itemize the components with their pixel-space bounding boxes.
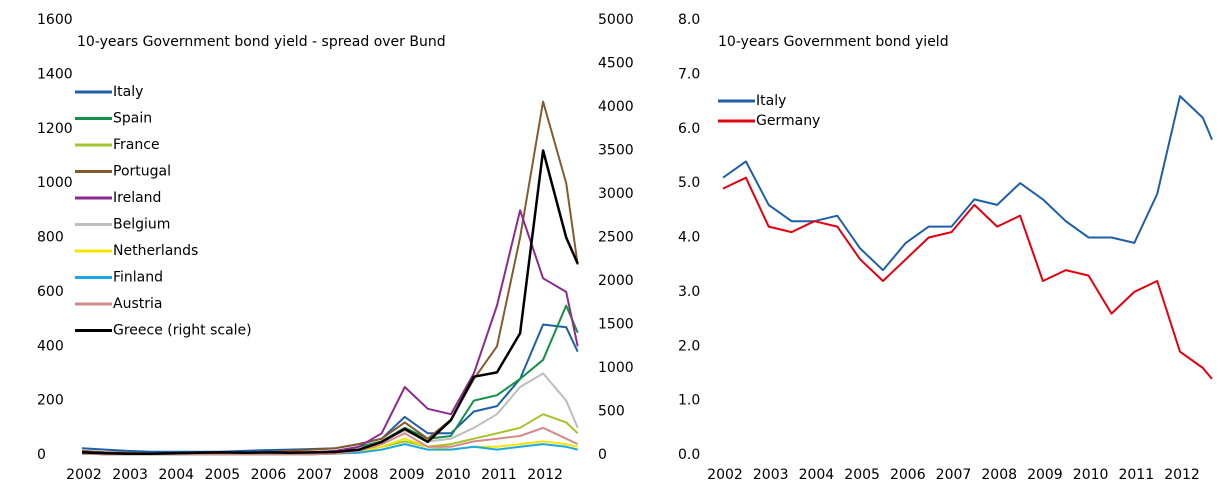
x-tick-label: 2005 bbox=[205, 467, 241, 483]
y-tick-label: 2.0 bbox=[678, 338, 700, 354]
legend-label: Belgium bbox=[113, 217, 170, 233]
x-tick-label: 2004 bbox=[158, 467, 194, 483]
x-tick-label: 2010 bbox=[435, 467, 471, 483]
y2-tick-label: 2500 bbox=[598, 230, 634, 246]
x-tick-label: 2009 bbox=[1027, 467, 1063, 483]
x-tick-label: 2010 bbox=[1073, 467, 1109, 483]
y-tick-label: 4.0 bbox=[678, 230, 700, 246]
series-line bbox=[722, 95, 1213, 272]
y2-tick-label: 4000 bbox=[598, 99, 634, 115]
y2-tick-label: 0 bbox=[598, 447, 607, 463]
chart-title: 10-years Government bond yield bbox=[718, 34, 949, 50]
legend-label: France bbox=[113, 137, 160, 153]
x-tick-label: 2003 bbox=[112, 467, 148, 483]
legend-label: Portugal bbox=[113, 164, 171, 180]
legend-label: Greece (right scale) bbox=[113, 323, 252, 339]
y-tick-label: 800 bbox=[37, 230, 64, 246]
x-tick-label: 2012 bbox=[1164, 467, 1200, 483]
x-tick-label: 2005 bbox=[844, 467, 880, 483]
legend-label: Spain bbox=[113, 111, 152, 127]
y-tick-label: 7.0 bbox=[678, 66, 700, 82]
y-tick-label: 1000 bbox=[37, 175, 73, 191]
y-tick-label: 1600 bbox=[37, 12, 73, 28]
x-tick-label: 2012 bbox=[527, 467, 563, 483]
x-tick-label: 2003 bbox=[753, 467, 789, 483]
x-tick-label: 2007 bbox=[936, 467, 972, 483]
y2-tick-label: 3000 bbox=[598, 186, 634, 202]
legend-label: Austria bbox=[113, 296, 162, 312]
y-tick-label: 8.0 bbox=[678, 12, 700, 28]
x-tick-label: 2011 bbox=[481, 467, 517, 483]
y-tick-label: 6.0 bbox=[678, 121, 700, 137]
y-tick-label: 0.0 bbox=[678, 447, 700, 463]
x-tick-label: 2008 bbox=[343, 467, 379, 483]
series-line bbox=[722, 176, 1213, 380]
y-tick-label: 0 bbox=[37, 447, 46, 463]
y-tick-label: 400 bbox=[37, 338, 64, 354]
legend-label: Italy bbox=[756, 93, 786, 109]
x-tick-label: 2007 bbox=[297, 467, 333, 483]
y-tick-label: 1200 bbox=[37, 121, 73, 137]
legend-label: Finland bbox=[113, 270, 163, 286]
y2-tick-label: 1500 bbox=[598, 317, 634, 333]
y-tick-label: 600 bbox=[37, 284, 64, 300]
x-tick-label: 2011 bbox=[1118, 467, 1154, 483]
x-tick-label: 2002 bbox=[707, 467, 743, 483]
y2-tick-label: 3500 bbox=[598, 143, 634, 159]
y2-tick-label: 500 bbox=[598, 404, 625, 420]
x-tick-label: 2006 bbox=[251, 467, 287, 483]
x-tick-label: 2006 bbox=[890, 467, 926, 483]
legend-label: Netherlands bbox=[113, 243, 198, 259]
legend-label: Italy bbox=[113, 84, 143, 100]
x-tick-label: 2008 bbox=[981, 467, 1017, 483]
series-line bbox=[81, 372, 579, 456]
y2-tick-label: 4500 bbox=[598, 56, 634, 72]
legend-label: Germany bbox=[756, 113, 820, 129]
x-tick-label: 2002 bbox=[66, 467, 102, 483]
y2-tick-label: 1000 bbox=[598, 360, 634, 376]
x-tick-label: 2004 bbox=[799, 467, 835, 483]
legend-label: Ireland bbox=[113, 190, 161, 206]
chart-title: 10-years Government bond yield - spread … bbox=[77, 34, 446, 50]
y2-tick-label: 5000 bbox=[598, 12, 634, 28]
y-tick-label: 1.0 bbox=[678, 393, 700, 409]
y-tick-label: 200 bbox=[37, 393, 64, 409]
y-tick-label: 5.0 bbox=[678, 175, 700, 191]
x-tick-label: 2009 bbox=[389, 467, 425, 483]
y-tick-label: 1400 bbox=[37, 66, 73, 82]
y-tick-label: 3.0 bbox=[678, 284, 700, 300]
series-line bbox=[81, 149, 579, 455]
y2-tick-label: 2000 bbox=[598, 273, 634, 289]
